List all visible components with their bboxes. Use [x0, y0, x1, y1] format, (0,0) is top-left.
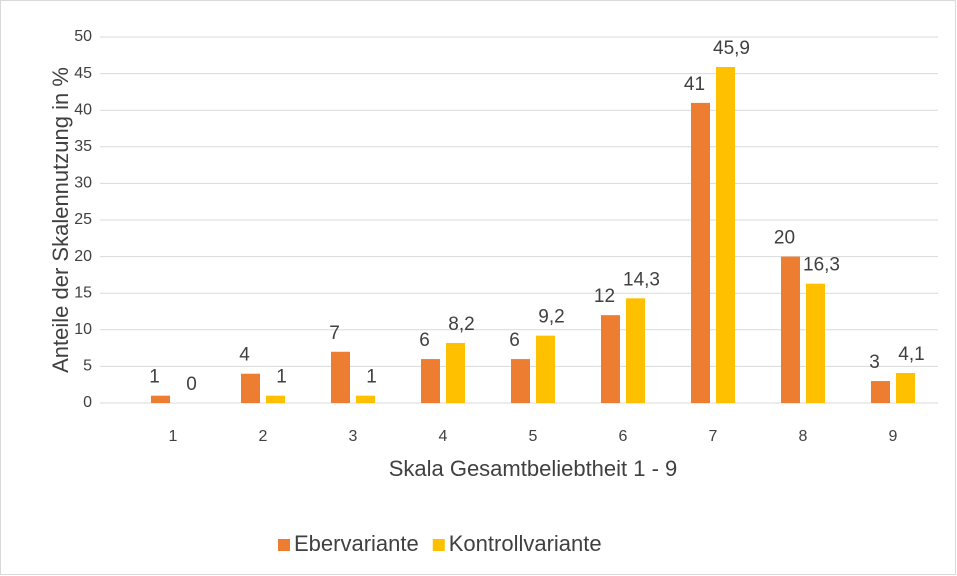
bar — [446, 342, 465, 403]
bar — [266, 395, 285, 403]
value-label: 14,3 — [623, 269, 660, 290]
bar — [871, 381, 890, 403]
legend-swatch — [278, 539, 290, 551]
y-tick-label: 5 — [83, 358, 92, 375]
bar — [151, 395, 170, 403]
x-tick-label: 9 — [889, 428, 898, 445]
value-label: 1 — [276, 367, 287, 388]
value-label: 7 — [329, 323, 340, 344]
value-label: 4,1 — [898, 344, 924, 365]
y-tick-label: 35 — [74, 138, 92, 155]
x-tick-label: 6 — [619, 428, 628, 445]
x-tick-label: 2 — [259, 428, 268, 445]
y-tick-label: 30 — [74, 175, 92, 192]
bar — [601, 315, 620, 403]
bar — [241, 373, 260, 403]
y-tick-label: 45 — [74, 65, 92, 82]
legend-label: Kontrollvariante — [449, 531, 602, 556]
value-label: 45,9 — [713, 38, 750, 59]
x-tick-label: 7 — [709, 428, 718, 445]
legend-label: Ebervariante — [294, 531, 419, 556]
bar — [806, 283, 825, 403]
value-label: 3 — [869, 352, 880, 373]
y-tick-label: 25 — [74, 211, 92, 228]
x-axis-title: Skala Gesamtbeliebtheit 1 - 9 — [389, 456, 678, 481]
x-tick-label: 5 — [529, 428, 538, 445]
bar — [331, 351, 350, 403]
bar — [716, 67, 735, 404]
bar — [421, 359, 440, 403]
value-label: 41 — [684, 74, 705, 95]
value-label: 9,2 — [538, 307, 564, 328]
y-tick-label: 0 — [83, 394, 92, 411]
bar — [781, 256, 800, 403]
bar — [896, 372, 915, 403]
value-label: 1 — [149, 367, 160, 388]
bar — [511, 359, 530, 403]
value-label: 4 — [239, 345, 250, 366]
value-label: 8,2 — [448, 314, 474, 335]
x-tick-label: 4 — [439, 428, 448, 445]
value-label: 6 — [509, 330, 520, 351]
x-tick-label: 3 — [349, 428, 358, 445]
y-tick-label: 50 — [74, 28, 92, 45]
y-tick-label: 40 — [74, 101, 92, 118]
bar — [356, 395, 375, 403]
y-tick-label: 10 — [74, 321, 92, 338]
value-label: 1 — [366, 367, 377, 388]
value-label: 12 — [594, 286, 615, 307]
x-tick-label: 1 — [169, 428, 178, 445]
y-tick-label: 20 — [74, 248, 92, 265]
bar — [536, 335, 555, 403]
value-label: 0 — [186, 374, 197, 395]
legend-swatch — [432, 539, 445, 551]
x-tick-label: 8 — [799, 428, 808, 445]
y-axis-title: Anteile der Skalennutzung in % — [48, 67, 73, 373]
bar — [626, 298, 645, 403]
bar — [691, 102, 710, 403]
value-label: 6 — [419, 330, 430, 351]
value-label: 20 — [774, 228, 795, 249]
y-tick-label: 15 — [74, 284, 92, 301]
value-label: 16,3 — [803, 255, 840, 276]
